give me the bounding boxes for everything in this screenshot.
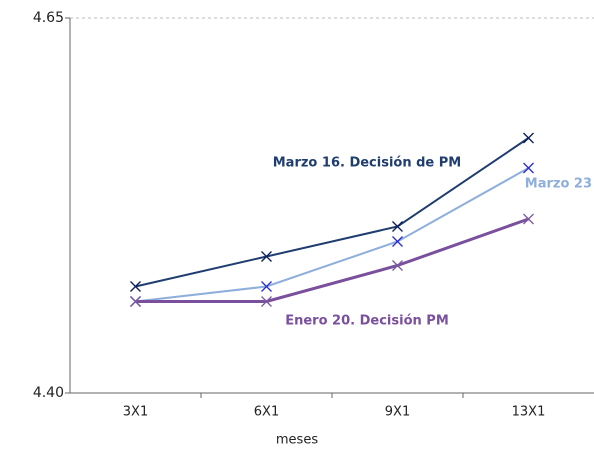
series-line bbox=[135, 217, 530, 303]
marker bbox=[392, 236, 403, 247]
x-tick-label: 13X1 bbox=[512, 405, 546, 420]
series-label: Enero 20. Decisión PM bbox=[285, 314, 449, 329]
marker bbox=[261, 296, 272, 307]
x-tick-label: 9X1 bbox=[385, 405, 410, 420]
marker bbox=[392, 260, 403, 271]
x-tick-label: 3X1 bbox=[123, 405, 148, 420]
x-tick-label: 6X1 bbox=[254, 405, 279, 420]
y-tick-label: 4.65 bbox=[33, 10, 64, 26]
series-line bbox=[135, 137, 530, 288]
marker bbox=[392, 221, 403, 232]
marker bbox=[523, 213, 534, 225]
y-tick-label: 4.40 bbox=[33, 385, 64, 401]
series-line bbox=[135, 167, 529, 303]
marker bbox=[523, 132, 534, 144]
series-label: Marzo 16. Decisión de PM bbox=[273, 156, 462, 171]
marker bbox=[130, 281, 141, 292]
marker bbox=[523, 162, 534, 174]
series-label: Marzo 23 bbox=[525, 177, 592, 192]
marker bbox=[130, 296, 141, 307]
marker bbox=[261, 251, 272, 262]
marker bbox=[261, 281, 272, 292]
x-axis-label: meses bbox=[276, 433, 318, 448]
